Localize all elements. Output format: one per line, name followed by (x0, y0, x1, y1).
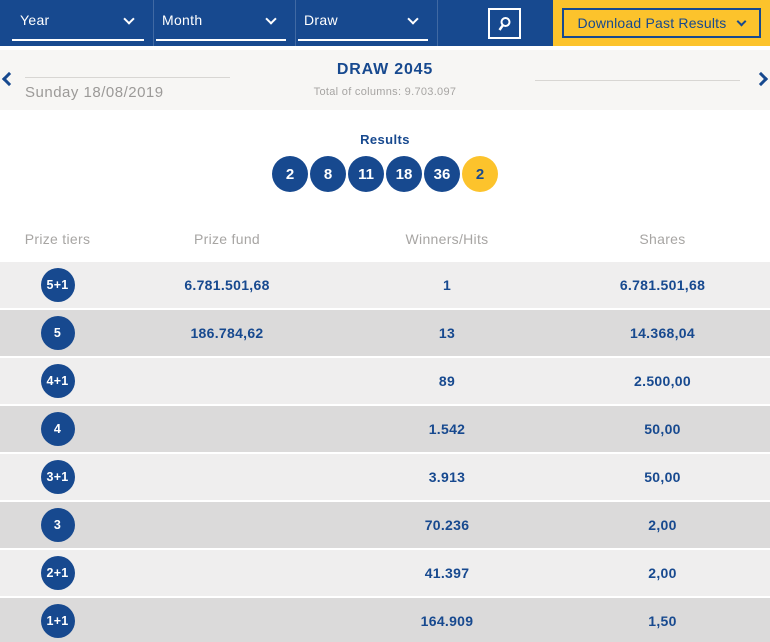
month-dropdown-label: Month (162, 12, 203, 28)
prize-tier-badge: 5 (40, 316, 75, 350)
prize-table: Prize tiers Prize fund Winners/Hits Shares … (0, 215, 770, 642)
shares-value: 14.368,04 (630, 325, 695, 341)
download-section: Download Past Results (553, 0, 770, 46)
tier-cell: 4 (0, 412, 115, 446)
winners-value: 89 (438, 373, 456, 389)
winners-value: 70.236 (424, 517, 470, 533)
search-button[interactable] (488, 8, 521, 39)
divider-line (535, 80, 740, 81)
winners-value: 1 (442, 277, 452, 293)
shares-value: 50,00 (644, 421, 681, 437)
download-past-results-button[interactable]: Download Past Results (561, 8, 762, 38)
top-filter-bar: Year Month Draw Download Past Results (0, 0, 770, 46)
winners-value: 41.397 (424, 565, 470, 581)
shares-value: 50,00 (644, 469, 681, 485)
prize-tier-row: 2+1 41.397 2,00 (0, 550, 770, 596)
tier-cell: 3+1 (0, 460, 115, 494)
divider (0, 46, 770, 50)
year-dropdown[interactable]: Year (12, 0, 154, 46)
shares-value: 2.500,00 (634, 373, 691, 389)
prize-tier-row: 3+1 3.913 50,00 (0, 454, 770, 500)
winning-number-ball: 11 (348, 156, 384, 192)
winners-value: 1.542 (428, 421, 466, 437)
results-section: Results 2 8 11 18 36 2 (0, 110, 770, 215)
draw-title: DRAW 2045 (336, 61, 434, 78)
winning-number-ball: 2 (272, 156, 308, 192)
shares-value: 2,00 (648, 517, 677, 533)
prize-tier-badge: 2+1 (40, 556, 75, 590)
winners-value: 3.913 (428, 469, 466, 485)
chevron-left-icon (1, 71, 17, 87)
chevron-down-icon (123, 12, 135, 25)
chevron-down-icon (407, 12, 419, 25)
tier-cell: 3 (0, 508, 115, 542)
prize-tier-badge: 3+1 (40, 460, 75, 494)
winning-number-ball: 18 (386, 156, 422, 192)
previous-draw-button[interactable] (1, 71, 17, 87)
chevron-down-icon (265, 12, 277, 25)
next-draw-button[interactable] (753, 71, 769, 87)
filter-bar: Year Month Draw (0, 0, 553, 46)
bonus-number-ball: 2 (462, 156, 498, 192)
column-header-prize-tiers: Prize tiers (24, 230, 91, 247)
prize-tier-badge: 5+1 (40, 268, 75, 302)
prize-tier-row: 1+1 164.909 1,50 (0, 598, 770, 642)
winners-value: 13 (438, 325, 456, 341)
prize-tier-badge: 4 (40, 412, 75, 446)
prize-table-header: Prize tiers Prize fund Winners/Hits Shares (0, 215, 770, 262)
draw-total-columns: Total of columns: 9.703.097 (313, 86, 457, 98)
winners-value: 164.909 (420, 613, 474, 629)
prize-tier-row: 4+1 89 2.500,00 (0, 358, 770, 404)
download-past-results-label: Download Past Results (577, 15, 727, 31)
draw-dropdown-label: Draw (304, 12, 338, 28)
prize-table-body: 5+1 6.781.501,68 1 6.781.501,68 5 186.784,62 1… (0, 262, 770, 642)
prize-tier-row: 5 186.784,62 13 14.368,04 (0, 310, 770, 356)
prize-tier-row: 5+1 6.781.501,68 1 6.781.501,68 (0, 262, 770, 308)
prize-tier-badge: 1+1 (40, 604, 75, 638)
tier-cell: 1+1 (0, 604, 115, 638)
dropdown-underline (156, 39, 286, 41)
dropdown-underline (12, 39, 144, 41)
shares-value: 6.781.501,68 (619, 277, 706, 293)
results-heading: Results (360, 132, 410, 147)
draw-date-block: Sunday 18/08/2019 (25, 77, 230, 101)
draw-date: Sunday 18/08/2019 (25, 84, 164, 101)
divider-line (25, 77, 230, 78)
draw-title-block: DRAW 2045 Total of columns: 9.703.097 (314, 61, 457, 98)
prize-tier-row: 3 70.236 2,00 (0, 502, 770, 548)
dropdown-underline (298, 39, 428, 41)
column-header-shares: Shares (639, 230, 686, 247)
tier-cell: 2+1 (0, 556, 115, 590)
column-header-prize-fund: Prize fund (193, 230, 261, 247)
draw-dropdown[interactable]: Draw (296, 0, 438, 46)
prize-tier-badge: 4+1 (40, 364, 75, 398)
shares-value: 1,50 (648, 613, 677, 629)
tier-cell: 5 (0, 316, 115, 350)
prize-tier-badge: 3 (40, 508, 75, 542)
tier-cell: 4+1 (0, 364, 115, 398)
magnifier-icon (498, 16, 510, 31)
winning-numbers: 2 8 11 18 36 2 (0, 156, 770, 192)
prize-fund-value: 6.781.501,68 (184, 277, 270, 293)
chevron-down-icon (737, 16, 747, 27)
prize-tier-row: 4 1.542 50,00 (0, 406, 770, 452)
prize-fund-value: 186.784,62 (190, 325, 264, 341)
chevron-right-icon (753, 71, 769, 87)
shares-value: 2,00 (648, 565, 677, 581)
draw-header-band: Sunday 18/08/2019 DRAW 2045 Total of col… (0, 50, 770, 110)
tier-cell: 5+1 (0, 268, 115, 302)
year-dropdown-label: Year (20, 12, 50, 28)
winning-number-ball: 8 (310, 156, 346, 192)
winning-number-ball: 36 (424, 156, 460, 192)
month-dropdown[interactable]: Month (154, 0, 296, 46)
column-header-winners-hits: Winners/Hits (405, 230, 489, 247)
